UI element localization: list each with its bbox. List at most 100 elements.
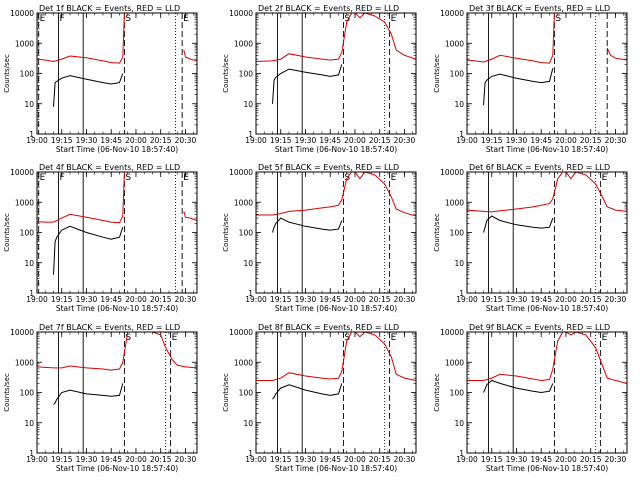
plot-frame <box>255 12 417 135</box>
series-group <box>37 332 197 405</box>
y-tick-label: 1000 <box>234 39 253 48</box>
y-tick-label: 10 <box>243 419 253 428</box>
x-tick-label: 19:15 <box>270 295 292 304</box>
x-tick-label: 19:30 <box>506 455 528 464</box>
x-tick-label: 19:45 <box>530 136 552 145</box>
x-tick-label: 19:15 <box>270 455 292 464</box>
y-tick-label: 10000 <box>229 328 253 337</box>
x-tick-label: 19:00 <box>245 455 267 464</box>
y-tick-label: 10000 <box>10 328 34 337</box>
y-tick-label: 1 <box>459 130 464 139</box>
y-tick-label: 100 <box>239 389 254 398</box>
x-axis-title: Start Time (06-Nov-10 18:57:40) <box>275 145 397 154</box>
y-tick-label: 1 <box>29 449 34 458</box>
series-line-events <box>483 215 554 233</box>
marker-label: E <box>391 173 397 183</box>
series-line-events <box>53 225 124 275</box>
x-tick-label: 19:30 <box>506 295 528 304</box>
series-line-lld <box>606 47 627 61</box>
x-tick-label: 19:00 <box>26 295 48 304</box>
x-tick-label: 20:30 <box>394 295 416 304</box>
x-tick-label: 19:30 <box>76 455 98 464</box>
series-line-events <box>272 383 343 400</box>
y-tick-label: 100 <box>239 70 254 79</box>
y-tick-label: 10000 <box>440 168 464 177</box>
x-tick-label: 19:15 <box>481 295 503 304</box>
marker-label: F <box>59 173 64 183</box>
series-group <box>256 13 416 104</box>
x-tick-label: 19:45 <box>100 136 122 145</box>
x-axis-title: Start Time (06-Nov-10 18:57:40) <box>56 304 178 313</box>
series-line-events <box>483 379 554 394</box>
x-tick-label: 19:30 <box>76 136 98 145</box>
series-line-events <box>53 73 124 107</box>
x-tick-label: 20:15 <box>150 136 172 145</box>
x-tick-label: 19:45 <box>319 455 341 464</box>
panel-1: Det 1f BLACK = Events, RED = LLD Counts/s… <box>3 4 198 154</box>
series-line-lld <box>183 49 197 62</box>
plot-frame <box>255 171 417 294</box>
x-tick-label: 20:30 <box>175 295 197 304</box>
marker-label: S <box>125 333 131 343</box>
x-tick-label: 19:15 <box>481 136 503 145</box>
x-tick-label: 20:15 <box>150 455 172 464</box>
x-tick-label: 19:30 <box>295 455 317 464</box>
x-tick-label: 19:15 <box>51 455 73 464</box>
y-axis-title: Counts/sec <box>222 54 230 93</box>
y-axis-title: Counts/sec <box>3 373 11 412</box>
x-tick-label: 20:15 <box>369 136 391 145</box>
marker-label: S <box>555 14 561 24</box>
y-tick-label: 1 <box>248 130 253 139</box>
y-tick-label: 10000 <box>229 168 253 177</box>
series-group <box>37 172 197 275</box>
panel-title: Det 6f BLACK = Events, RED = LLD <box>469 163 610 172</box>
panel-3: Det 3f BLACK = Events, RED = LLD Counts/s… <box>433 4 628 154</box>
y-tick-label: 10 <box>454 419 464 428</box>
y-tick-label: 1 <box>248 289 253 298</box>
panel-8: Det 8f BLACK = Events, RED = LLD Counts/s… <box>222 323 417 473</box>
x-tick-label: 20:30 <box>605 455 627 464</box>
y-axis-title: Counts/sec <box>3 54 11 93</box>
series-line-lld <box>467 13 555 64</box>
y-tick-label: 100 <box>20 229 35 238</box>
plot-frame <box>466 171 628 294</box>
y-tick-label: 10 <box>243 259 253 268</box>
x-tick-label: 20:15 <box>150 295 172 304</box>
y-tick-label: 100 <box>450 70 465 79</box>
x-tick-label: 20:00 <box>125 295 147 304</box>
panel-title: Det 7f BLACK = Events, RED = LLD <box>39 323 180 332</box>
series-line-lld <box>467 332 627 384</box>
y-axis-title: Counts/sec <box>3 213 11 252</box>
y-axis-title: Counts/sec <box>433 373 441 412</box>
plot-frame <box>36 12 198 135</box>
x-tick-label: 19:30 <box>76 295 98 304</box>
plot-frame <box>466 331 628 454</box>
y-tick-label: 10 <box>24 419 34 428</box>
x-tick-label: 20:30 <box>394 136 416 145</box>
series-group <box>467 13 627 106</box>
y-tick-label: 1000 <box>234 358 253 367</box>
x-tick-label: 20:15 <box>580 295 602 304</box>
x-tick-label: 19:45 <box>100 455 122 464</box>
marker-label: E <box>602 333 608 343</box>
y-tick-label: 10 <box>24 100 34 109</box>
y-tick-label: 100 <box>239 229 254 238</box>
y-tick-label: 100 <box>450 389 465 398</box>
x-tick-label: 19:00 <box>26 136 48 145</box>
panel-title: Det 9f BLACK = Events, RED = LLD <box>469 323 610 332</box>
series-group <box>467 332 627 394</box>
y-tick-label: 10000 <box>10 9 34 18</box>
x-tick-label: 19:30 <box>295 136 317 145</box>
x-axis-title: Start Time (06-Nov-10 18:57:40) <box>275 304 397 313</box>
panel-2: Det 2f BLACK = Events, RED = LLD Counts/s… <box>222 4 417 154</box>
marker-label: E <box>602 173 608 183</box>
x-tick-label: 19:45 <box>530 295 552 304</box>
marker-label: E <box>183 173 189 183</box>
x-tick-label: 19:00 <box>456 295 478 304</box>
y-axis-title: Counts/sec <box>222 373 230 412</box>
y-tick-label: 1 <box>29 289 34 298</box>
marker-label: S <box>125 14 131 24</box>
x-tick-label: 20:15 <box>580 455 602 464</box>
y-tick-label: 10000 <box>440 9 464 18</box>
y-tick-label: 10000 <box>440 328 464 337</box>
